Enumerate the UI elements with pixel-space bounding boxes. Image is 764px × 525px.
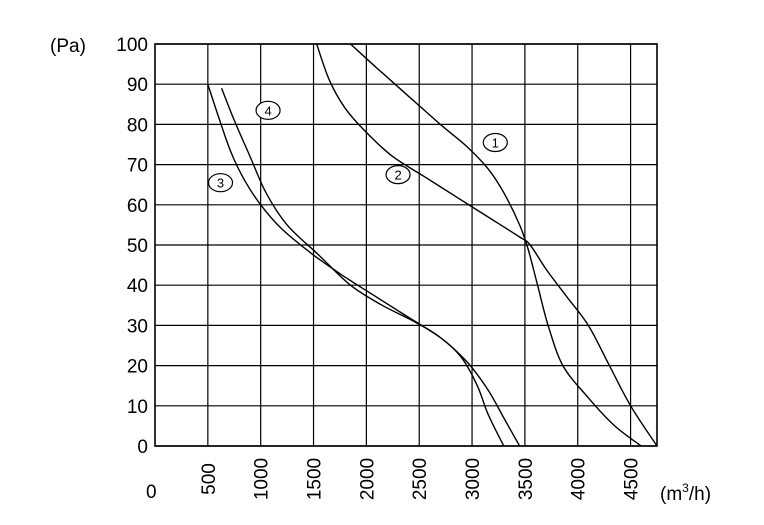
curve-2 [316, 43, 658, 447]
y-tick-label-90: 90 [127, 75, 148, 96]
curve-marker-4-label: 4 [264, 103, 271, 118]
curve-marker-1-label: 1 [492, 135, 499, 150]
x-tick-label-3500: 3500 [516, 458, 537, 500]
y-tick-label-10: 10 [127, 397, 148, 418]
x-tick-label-4500: 4500 [622, 458, 643, 500]
y-tick-labels: 0 10 20 30 40 50 60 70 80 90 100 [116, 35, 148, 458]
y-tick-label-70: 70 [127, 156, 148, 177]
curve-marker-3-label: 3 [217, 176, 224, 191]
x-tick-label-3000: 3000 [463, 458, 484, 500]
x-tick-label-1500: 1500 [305, 458, 326, 500]
curve-1 [350, 43, 642, 447]
x-tick-label-1000: 1000 [252, 458, 273, 500]
x-tick-label-500: 500 [199, 463, 220, 495]
curve-3 [207, 83, 505, 447]
curve-markers: 1 2 3 4 [207, 100, 508, 193]
y-tick-label-20: 20 [127, 357, 148, 378]
curve-4 [220, 87, 521, 447]
y-tick-label-40: 40 [127, 276, 148, 297]
x-tick-label-4000: 4000 [569, 458, 590, 500]
plot-frame [154, 43, 658, 447]
curve-marker-4-circle [255, 100, 281, 120]
x-axis-label: (m3/h) [660, 481, 711, 505]
curves [207, 43, 658, 447]
x-tick-labels: 500 1000 1500 2000 2500 3000 3500 4000 4500 [199, 458, 643, 500]
curve-marker-3-circle [207, 173, 234, 193]
y-tick-label-80: 80 [127, 115, 148, 136]
x-axis-label-tail: /h) [689, 484, 711, 505]
y-tick-label-0: 0 [137, 437, 148, 458]
x-tick-label-2000: 2000 [357, 458, 378, 500]
curve-marker-1-circle [482, 132, 508, 153]
curve-marker-2-circle [385, 165, 411, 185]
y-axis-label: (Pa) [50, 36, 86, 57]
y-tick-label-30: 30 [127, 316, 148, 337]
x-origin-label: 0 [146, 482, 157, 503]
y-tick-label-60: 60 [127, 196, 148, 217]
y-tick-label-100: 100 [116, 35, 148, 56]
curve-marker-2-label: 2 [394, 168, 401, 183]
x-tick-label-2500: 2500 [410, 458, 431, 500]
x-axis-label-base: (m [660, 484, 682, 505]
grid [155, 43, 657, 447]
y-tick-label-50: 50 [127, 236, 148, 257]
x-axis-label-sup: 3 [682, 481, 689, 495]
